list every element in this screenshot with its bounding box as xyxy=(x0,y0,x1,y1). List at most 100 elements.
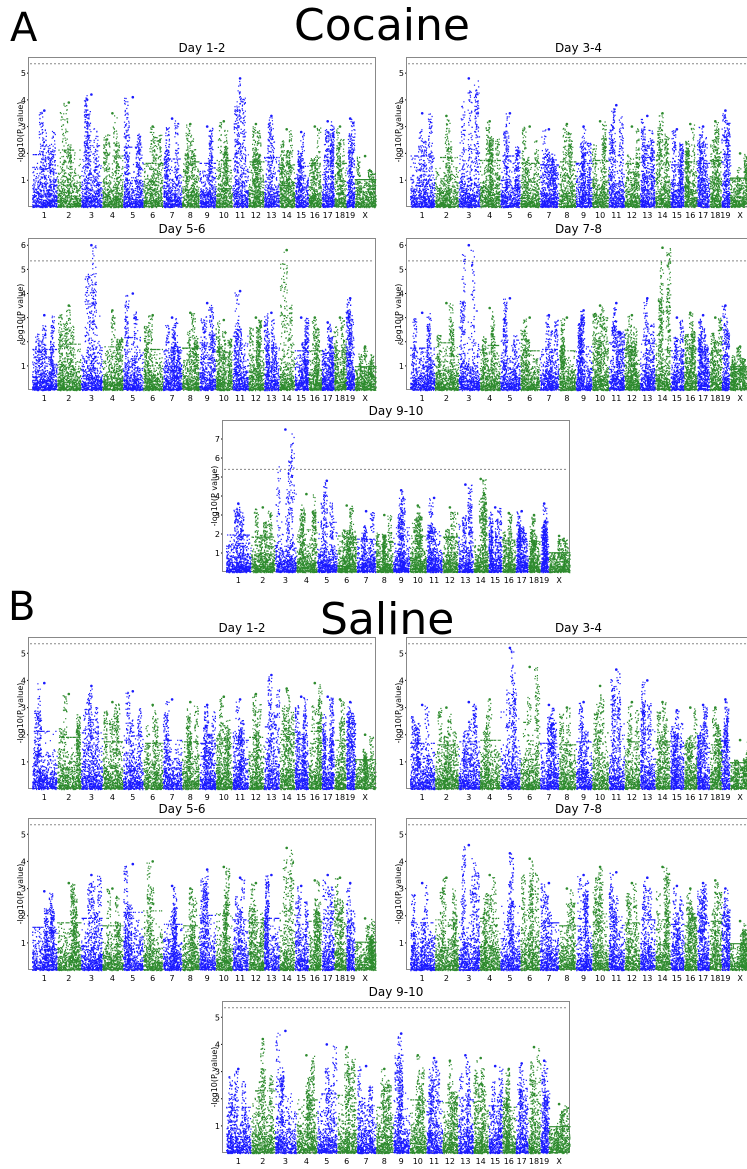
peak-point xyxy=(508,1068,511,1071)
peak-point xyxy=(339,698,342,701)
y-tick-label: 5 xyxy=(21,265,26,274)
chromosome-7-scatter xyxy=(163,120,183,208)
chromosome-8-scatter xyxy=(559,125,577,208)
chromosome-13-scatter xyxy=(458,1057,474,1154)
chromosome-17-points xyxy=(322,874,335,972)
chromosome-7-points xyxy=(357,1065,377,1154)
peak-point xyxy=(285,128,288,131)
chromosome-12-points xyxy=(248,693,264,790)
chromosome-1-points xyxy=(410,704,436,791)
chromosome-15-scatter xyxy=(670,711,684,790)
peak-point xyxy=(558,535,561,538)
chromosome-7-points xyxy=(540,882,560,971)
peak-point xyxy=(68,101,71,104)
x-tick-label: 15 xyxy=(296,793,306,802)
chromosome-19-scatter xyxy=(540,505,549,573)
chromosome-8-points xyxy=(376,1068,394,1155)
peak-point xyxy=(599,304,602,307)
y-tick-label: 3 xyxy=(215,511,220,520)
x-tick-label: 10 xyxy=(219,974,229,983)
peak-point xyxy=(714,879,717,882)
peak-point xyxy=(548,314,551,317)
y-tick-label: 5 xyxy=(215,473,220,482)
chromosome-12-points xyxy=(442,1059,458,1154)
peak-point xyxy=(582,125,585,128)
y-tick-label: 2 xyxy=(399,912,404,921)
y-tick-label: 5 xyxy=(399,69,404,78)
chromosome-19-points xyxy=(540,502,549,573)
chromosome-19-scatter xyxy=(345,299,355,391)
peak-point xyxy=(239,290,242,293)
x-tick-label: 3 xyxy=(89,793,94,802)
chromosome-19-scatter xyxy=(346,119,355,208)
peak-point xyxy=(520,510,523,513)
x-tick-label: 8 xyxy=(564,793,569,802)
y-tick-label: 4 xyxy=(21,96,26,105)
chromosome-8-points xyxy=(559,123,577,208)
chromosome-6-points xyxy=(143,860,163,971)
chromosome-17-scatter xyxy=(697,127,711,209)
chromosome-7-scatter xyxy=(357,1066,377,1154)
chromosome-14-points xyxy=(655,866,671,972)
peak-point xyxy=(533,514,536,517)
chromosome-19-points xyxy=(345,297,355,391)
plot-frame xyxy=(407,58,747,207)
chromosome-4-scatter xyxy=(102,889,123,972)
x-tick-label: 7 xyxy=(546,211,551,220)
chromosome-3-scatter xyxy=(275,1033,297,1155)
chromosome-11-scatter xyxy=(608,108,625,208)
chromosome-7-scatter xyxy=(540,708,560,791)
group-title-cocaine: Cocaine xyxy=(294,4,470,48)
chromosome-14-scatter xyxy=(655,867,671,971)
chromosome-6-scatter xyxy=(143,315,163,391)
chromosome-16-points xyxy=(309,682,323,790)
chromosome-15-scatter xyxy=(670,888,684,972)
peak-point xyxy=(300,316,303,319)
chromosome-X-points xyxy=(730,739,747,790)
chromosome-3-scatter xyxy=(459,250,481,391)
chromosome-X-scatter xyxy=(730,923,747,971)
peak-point xyxy=(509,852,512,855)
x-tick-label: 8 xyxy=(564,974,569,983)
chromosome-9-points xyxy=(393,1032,410,1154)
chromosome-6-points xyxy=(520,125,540,208)
peak-point xyxy=(43,109,46,112)
chromosome-16-scatter xyxy=(309,881,323,972)
peak-point xyxy=(90,685,93,688)
chromosome-9-scatter xyxy=(576,127,593,208)
chromosome-2-points xyxy=(435,876,459,971)
peak-point xyxy=(383,514,386,517)
x-tick-label: 2 xyxy=(66,793,71,802)
peak-point xyxy=(90,874,93,877)
peak-point xyxy=(661,866,664,869)
peak-point xyxy=(132,690,135,693)
peak-point xyxy=(326,1043,329,1046)
peak-point xyxy=(739,920,742,923)
chromosome-10-scatter xyxy=(216,321,233,392)
peak-point xyxy=(566,316,569,319)
chromosome-12-scatter xyxy=(248,884,264,972)
chromosome-9-scatter xyxy=(393,491,410,573)
x-tick-label: 13 xyxy=(266,974,276,983)
chromosome-3-points xyxy=(459,701,481,790)
x-tick-label: 7 xyxy=(170,974,175,983)
x-tick-label: X xyxy=(737,394,743,403)
peak-point xyxy=(566,706,569,709)
data-points xyxy=(32,847,377,972)
x-tick-label: 17 xyxy=(698,394,708,403)
chromosome-10-scatter xyxy=(410,506,427,573)
chromosome-13-points xyxy=(640,115,656,209)
peak-point xyxy=(528,316,531,319)
peak-point xyxy=(464,1054,467,1057)
peak-point xyxy=(223,319,226,322)
y-tick-label: 4 xyxy=(215,1040,220,1049)
y-tick-label: 5 xyxy=(399,649,404,658)
x-tick-label: 19 xyxy=(539,576,549,585)
x-tick-label: 6 xyxy=(150,211,155,220)
x-tick-label: 18 xyxy=(335,394,345,403)
chromosome-13-points xyxy=(264,312,280,392)
chromosome-19-points xyxy=(721,887,731,971)
y-tick-label: 1 xyxy=(399,176,404,185)
peak-point xyxy=(171,698,174,701)
y-tick-label: 2 xyxy=(399,149,404,158)
